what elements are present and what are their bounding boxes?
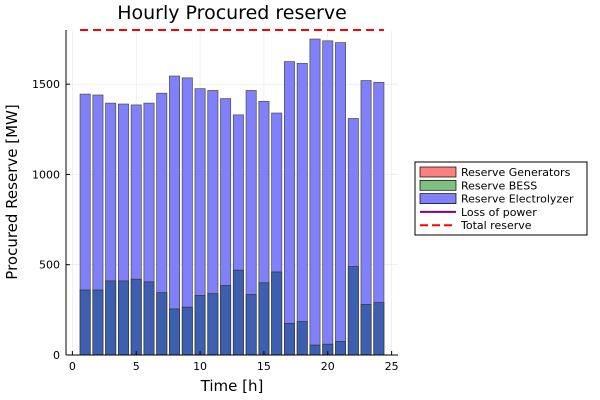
bar-loss-of-power	[335, 341, 346, 356]
y-tick-label: 1000	[32, 168, 60, 181]
y-tick-label: 500	[39, 259, 60, 272]
bar-loss-of-power	[194, 295, 206, 356]
loss-of-power-bars	[79, 266, 385, 356]
bar-electrolyzer	[309, 38, 321, 356]
bar-electrolyzer	[322, 40, 334, 356]
bar-loss-of-power	[245, 294, 257, 356]
x-tick-label: 25	[385, 360, 399, 373]
bar-loss-of-power	[360, 304, 372, 356]
bar-loss-of-power	[105, 280, 117, 356]
bar-loss-of-power	[296, 321, 308, 356]
electrolyzer-bars	[79, 38, 385, 356]
bar-loss-of-power	[284, 323, 295, 356]
bar-loss-of-power	[271, 271, 283, 356]
bar-loss-of-power	[79, 289, 91, 356]
bar-loss-of-power	[232, 269, 244, 356]
x-tick-label: 5	[133, 360, 140, 373]
bar-loss-of-power	[118, 280, 129, 356]
legend-swatch	[419, 193, 457, 204]
legend-label: Reserve Generators	[461, 166, 571, 179]
legend-label: Loss of power	[461, 206, 537, 219]
bar-loss-of-power	[309, 344, 321, 356]
x-tick-label: 15	[257, 360, 271, 373]
chart-title: Hourly Procured reserve	[117, 2, 347, 24]
y-ticks: 0 500 1000 1500	[32, 78, 70, 362]
bar-loss-of-power	[169, 308, 180, 356]
y-axis-label: Procured Reserve [MW]	[3, 104, 21, 279]
bar-loss-of-power	[207, 293, 219, 356]
x-ticks: 0 5 10 15 20 25	[69, 351, 399, 373]
x-tick-label: 10	[193, 360, 207, 373]
x-tick-label: 20	[321, 360, 335, 373]
bar-electrolyzer	[296, 63, 308, 356]
legend-swatch	[419, 166, 457, 178]
bar-loss-of-power	[347, 266, 359, 356]
bar-loss-of-power	[156, 292, 168, 356]
legend-label: Reserve Electrolyzer	[461, 193, 574, 206]
bar-loss-of-power	[143, 281, 155, 356]
bar-loss-of-power	[373, 302, 385, 356]
x-axis-label: Time [h]	[200, 377, 264, 395]
bar-electrolyzer	[284, 61, 295, 356]
y-tick-label: 1500	[32, 78, 60, 91]
y-tick-label: 0	[53, 349, 60, 362]
bar-loss-of-power	[92, 289, 104, 356]
legend-swatch	[419, 179, 457, 191]
x-tick-label: 0	[69, 360, 76, 373]
bar-loss-of-power	[181, 306, 193, 356]
legend-label: Reserve BESS	[461, 179, 537, 192]
bar-loss-of-power	[258, 282, 270, 356]
bar-loss-of-power	[130, 278, 142, 356]
bar-loss-of-power	[220, 285, 232, 356]
legend-label: Total reserve	[460, 219, 532, 232]
bar-electrolyzer	[335, 42, 346, 356]
